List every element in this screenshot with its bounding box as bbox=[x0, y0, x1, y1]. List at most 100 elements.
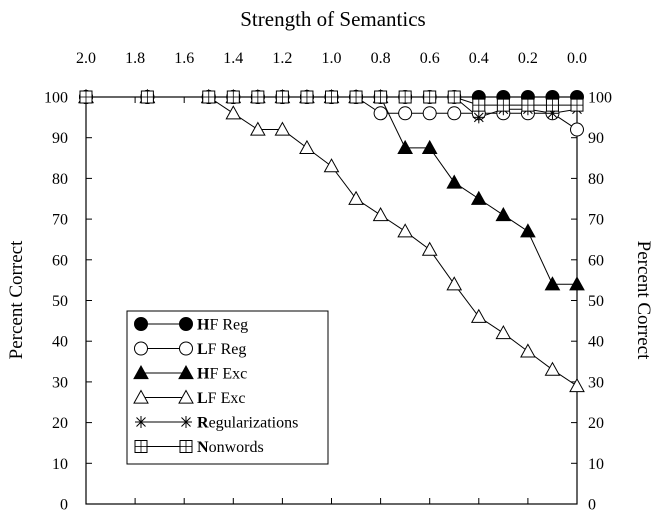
y-tick-label-right: 30 bbox=[588, 374, 604, 391]
filled-triangle-marker bbox=[470, 190, 487, 205]
y-tick-label-left: 20 bbox=[52, 415, 68, 432]
filled-triangle-marker bbox=[495, 207, 512, 222]
data-point bbox=[179, 317, 193, 331]
y-tick-label-right: 10 bbox=[588, 456, 604, 473]
legend-label-rest: F Exc bbox=[209, 366, 247, 383]
open-triangle-marker bbox=[274, 121, 291, 136]
filled-triangle-marker bbox=[178, 364, 194, 380]
open-triangle-marker bbox=[133, 389, 149, 404]
data-point bbox=[225, 105, 242, 120]
data-point bbox=[134, 317, 148, 331]
y-tick-label-right: 60 bbox=[588, 252, 604, 269]
data-point bbox=[250, 121, 266, 136]
y-tick-label-left: 10 bbox=[52, 456, 68, 473]
data-point bbox=[470, 308, 487, 323]
series-layer bbox=[78, 88, 585, 393]
filled-circle-marker bbox=[134, 317, 148, 331]
data-point bbox=[397, 223, 413, 238]
open-triangle-marker bbox=[299, 139, 315, 154]
legend-label-rest: F Reg bbox=[209, 317, 248, 334]
data-point bbox=[470, 190, 487, 205]
data-point bbox=[178, 364, 194, 380]
data-point bbox=[521, 98, 535, 112]
open-triangle-marker bbox=[372, 207, 389, 222]
filled-circle-marker bbox=[179, 317, 193, 331]
data-point bbox=[325, 90, 338, 104]
legend-label-rest: F Exc bbox=[208, 390, 246, 407]
data-point bbox=[140, 90, 154, 104]
legend-label: Regularizations bbox=[197, 415, 298, 432]
filled-triangle-marker bbox=[421, 139, 438, 154]
data-point bbox=[472, 111, 485, 124]
open-triangle-marker bbox=[348, 190, 364, 205]
x-tick-label: 0.6 bbox=[420, 50, 440, 67]
y-tick-label-left: 30 bbox=[52, 374, 68, 391]
y-tick-label-left: 100 bbox=[44, 90, 68, 107]
data-point bbox=[520, 343, 536, 358]
y-axis-label-left: Percent Correct bbox=[6, 240, 27, 359]
asterisk-stroke bbox=[473, 112, 484, 123]
data-point bbox=[544, 361, 561, 376]
data-point bbox=[79, 90, 93, 104]
filled-triangle-marker bbox=[397, 139, 413, 154]
open-triangle-marker bbox=[421, 241, 438, 256]
data-point bbox=[447, 90, 461, 104]
data-point bbox=[373, 106, 388, 121]
data-point bbox=[496, 98, 510, 112]
data-point bbox=[520, 223, 536, 238]
legend-label-initial: R bbox=[197, 415, 209, 432]
legend-label: HF Reg bbox=[197, 317, 248, 334]
data-point bbox=[133, 364, 149, 380]
x-tick-label: 0.2 bbox=[518, 50, 538, 67]
data-point bbox=[349, 90, 363, 104]
legend-label-rest: egularizations bbox=[209, 415, 299, 432]
x-tick-label: 1.4 bbox=[223, 50, 243, 67]
filled-triangle-marker bbox=[520, 223, 536, 238]
open-circle-marker bbox=[422, 106, 437, 121]
open-circle-marker bbox=[179, 341, 193, 356]
open-triangle-marker bbox=[544, 361, 561, 376]
legend-label: Nonwords bbox=[197, 439, 264, 456]
y-tick-label-left: 50 bbox=[52, 293, 68, 310]
data-point bbox=[570, 98, 584, 112]
axis-ticks: 2.0 1.8 1.6 1.4 1.2 1.0 0.8 0.6 0.4 0.2 0.0 0 0 10 10 2… bbox=[44, 50, 612, 510]
series-markers-nonwords bbox=[79, 90, 584, 112]
data-point bbox=[299, 139, 315, 154]
data-point bbox=[275, 90, 289, 104]
x-tick-label: 1.8 bbox=[125, 50, 145, 67]
data-point bbox=[472, 98, 486, 112]
legend-label: HF Exc bbox=[197, 366, 247, 383]
data-point bbox=[544, 276, 561, 291]
y-tick-label-right: 100 bbox=[588, 90, 612, 107]
data-point bbox=[251, 90, 265, 104]
open-triangle-marker bbox=[495, 325, 512, 340]
filled-triangle-marker bbox=[133, 364, 149, 380]
data-point bbox=[570, 122, 584, 137]
open-triangle-marker bbox=[178, 389, 194, 404]
open-triangle-marker bbox=[470, 308, 487, 323]
series-line bbox=[86, 96, 577, 285]
y-tick-label-right: 70 bbox=[588, 212, 604, 229]
data-point bbox=[423, 90, 437, 104]
open-circle-marker bbox=[373, 106, 388, 121]
y-tick-label-right: 20 bbox=[588, 415, 604, 432]
data-point bbox=[447, 106, 462, 121]
y-tick-label-right: 40 bbox=[588, 334, 604, 351]
legend-entry: HF Reg bbox=[134, 317, 248, 334]
legend-entry: HF Exc bbox=[133, 364, 247, 383]
legend-label-initial: L bbox=[197, 341, 208, 358]
data-point bbox=[179, 341, 193, 356]
filled-triangle-marker bbox=[569, 276, 585, 291]
data-point bbox=[202, 90, 216, 104]
filled-triangle-marker bbox=[544, 276, 561, 291]
series-hf-exc bbox=[86, 96, 577, 285]
open-triangle-marker bbox=[446, 276, 463, 291]
data-point bbox=[421, 139, 438, 154]
data-point bbox=[300, 90, 314, 104]
open-triangle-marker bbox=[323, 158, 340, 173]
data-point bbox=[422, 106, 437, 121]
y-tick-label-left: 60 bbox=[52, 252, 68, 269]
open-triangle-marker bbox=[250, 121, 266, 136]
data-point bbox=[348, 190, 364, 205]
